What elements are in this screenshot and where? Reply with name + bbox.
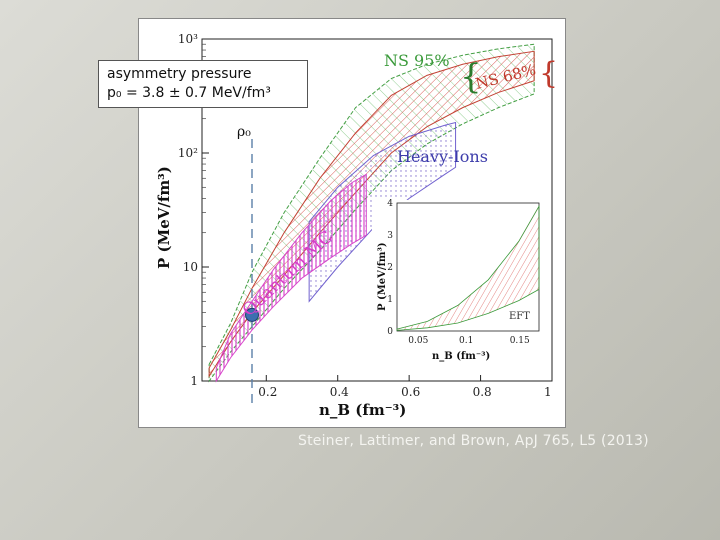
chart-figure: 0.2 0.4 0.6 0.8 1 1 10 10² 10³ NS 95% NS 68% { … [138, 18, 566, 428]
asymmetry-pressure-callout: asymmetry pressure p₀ = 3.8 ± 0.7 MeV/fm… [98, 60, 308, 108]
x-tick-label: 0.8 [473, 385, 492, 399]
ns68-brace: { [539, 56, 558, 91]
band-quantum-mc [215, 173, 367, 383]
y-tick-label: 10 [183, 260, 198, 274]
y-axis-ticks: 1 10 10² 10³ [178, 32, 209, 388]
x-axis-ticks: 0.2 0.4 0.6 0.8 1 [258, 375, 553, 399]
heavy-ions-label: Heavy-Ions [397, 147, 488, 166]
inset-y-tick-label: 3 [387, 231, 393, 241]
x-tick-label: 0.6 [401, 385, 420, 399]
rho0-label: ρ₀ [237, 124, 251, 140]
y-tick-label: 10² [178, 146, 198, 160]
inset-x-label: n_B (fm⁻³) [432, 351, 490, 362]
rho0-data-point [245, 307, 259, 322]
x-tick-label: 0.4 [330, 385, 349, 399]
x-tick-label: 0.2 [258, 385, 277, 399]
ns95-brace: { [460, 57, 482, 97]
inset-x-tick-label: 0.1 [459, 336, 473, 346]
citation-text: Steiner, Lattimer, and Brown, ApJ 765, L… [298, 433, 649, 449]
y-tick-label: 10³ [178, 32, 198, 46]
inset-x-tick-label: 0.05 [408, 336, 428, 346]
inset-band-layer [396, 204, 540, 331]
inset-y-label: P (MeV/fm³) [377, 242, 388, 311]
inset-y-ticks: 0 1 2 3 4 [387, 199, 393, 337]
rho0-layer [245, 139, 259, 409]
plot-frame [201, 38, 553, 382]
y-axis-label: P (MeV/fm³) [155, 166, 173, 269]
x-tick-label: 1 [544, 385, 552, 399]
callout-line-1: asymmetry pressure [107, 66, 252, 82]
callout-line-2: p₀ = 3.8 ± 0.7 MeV/fm³ [107, 85, 271, 101]
ns95-label: NS 95% [384, 51, 450, 70]
inset-plot: 0.05 0.1 0.15 0 1 2 3 4 EFT n_B (fm⁻³) P (MeV/… [372, 199, 548, 362]
y-tick-label: 1 [190, 374, 198, 388]
inset-y-tick-label: 0 [387, 327, 393, 337]
inset-y-tick-label: 4 [387, 199, 393, 209]
inset-y-tick-label: 2 [387, 263, 393, 273]
inset-y-tick-label: 1 [387, 295, 393, 305]
x-axis-label: n_B (fm⁻³) [319, 401, 406, 419]
inset-x-tick-label: 0.15 [510, 336, 530, 346]
inset-band [396, 204, 540, 331]
inset-eft-label: EFT [509, 311, 530, 322]
inset-x-ticks: 0.05 0.1 0.15 [408, 336, 530, 346]
